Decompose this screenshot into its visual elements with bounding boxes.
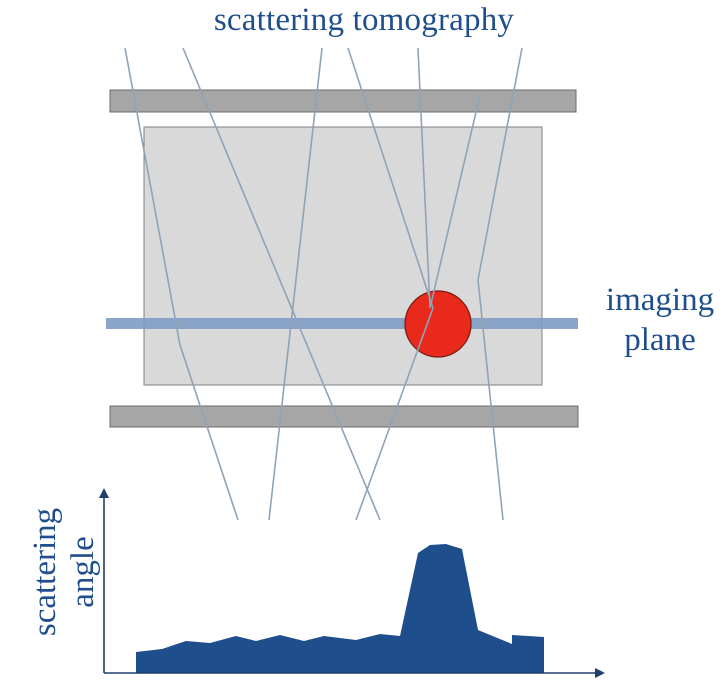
- scattering-volume: [143, 126, 543, 386]
- particle-tracks: [124, 47, 523, 521]
- particle-track: [347, 47, 434, 521]
- y-axis-label-line2: angle: [65, 536, 101, 608]
- particle-track: [124, 47, 239, 521]
- scattering-angle-profile: [136, 544, 544, 673]
- particle-track: [268, 47, 323, 521]
- dense-object: [404, 290, 472, 358]
- imaging-plane-label: imaging plane: [592, 280, 728, 360]
- imaging-plane-band: [106, 318, 578, 329]
- y-axis-label: scattering angle: [26, 472, 102, 672]
- bottom-detector-plate: [109, 405, 579, 428]
- imaging-plane-label-line1: imaging: [605, 282, 715, 318]
- y-axis-label-line1: scattering: [27, 507, 63, 637]
- particle-track: [477, 47, 523, 521]
- imaging-plane-label-line2: plane: [624, 322, 696, 358]
- particle-track: [182, 47, 381, 521]
- top-detector-plate: [109, 89, 577, 113]
- diagram-title: scattering tomography: [213, 2, 515, 38]
- particle-track: [417, 47, 481, 309]
